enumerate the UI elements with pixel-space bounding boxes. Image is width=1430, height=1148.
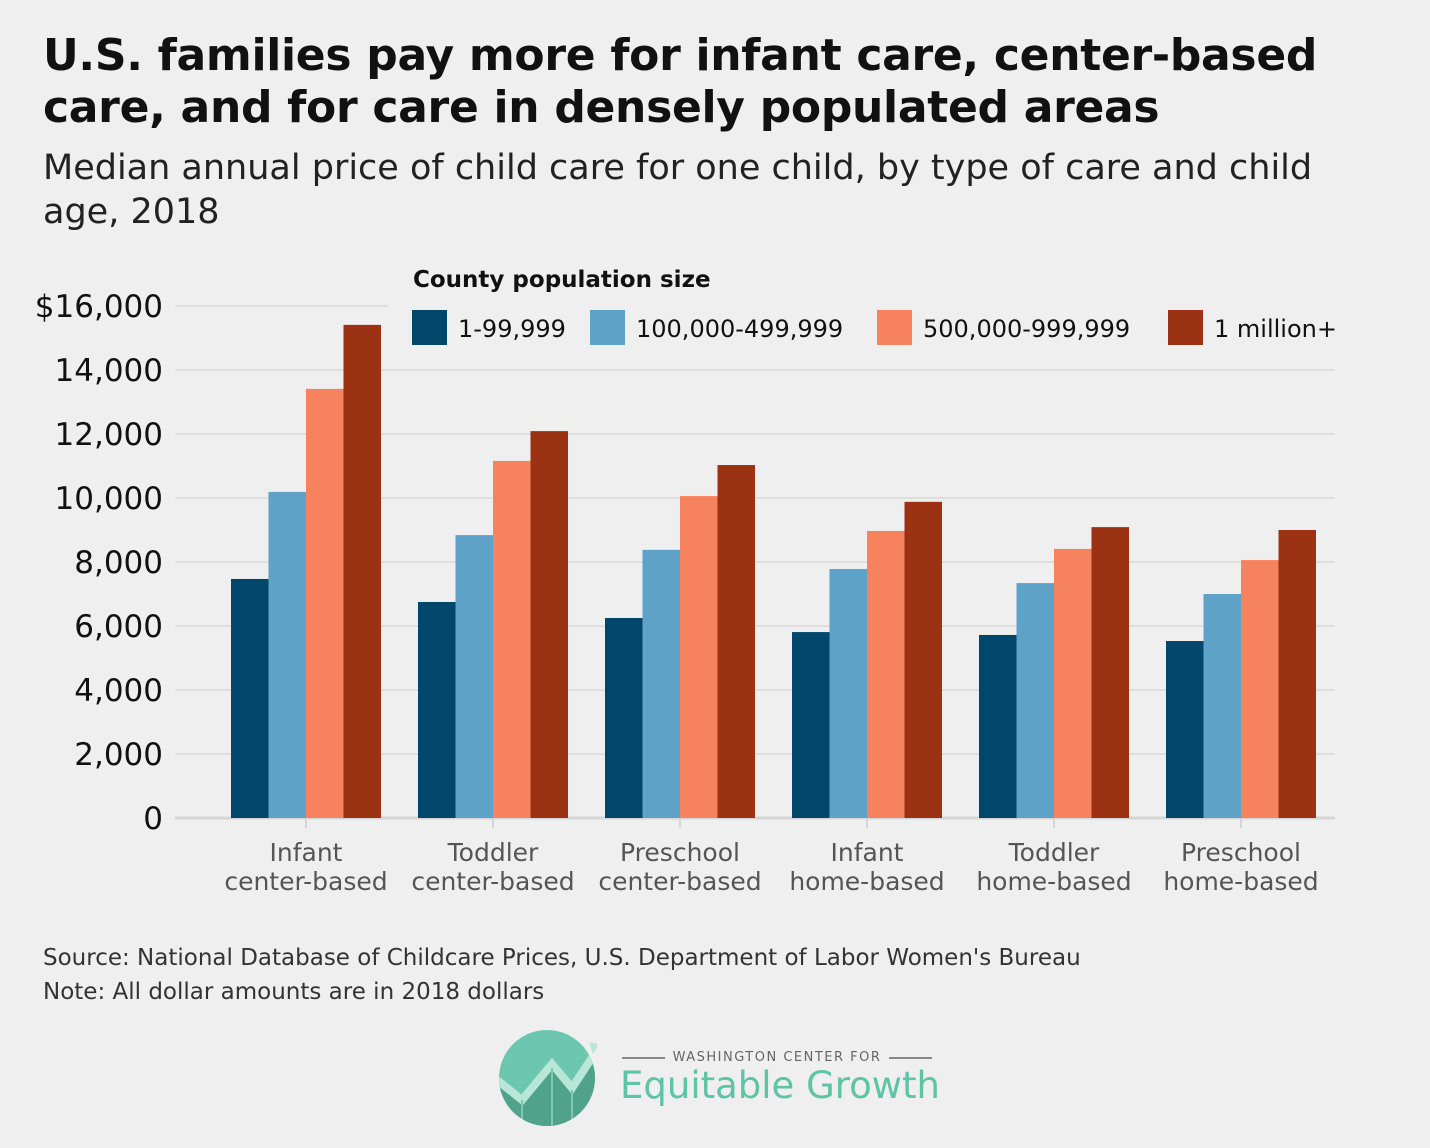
x-tick-label: home-based [976,867,1131,896]
bar [1241,560,1279,818]
bar [829,569,867,818]
bar [717,465,755,818]
y-tick-label: $16,000 [35,289,163,325]
legend-swatch [877,310,912,345]
legend-label: 1-99,999 [458,315,566,343]
y-tick-label: 4,000 [74,673,163,709]
bar [979,634,1017,818]
legend-swatch [590,310,625,345]
legend-swatch [1168,310,1203,345]
x-tick-label: Toddler [447,838,539,867]
logo-main-text: Equitable Growth [620,1064,940,1107]
bar-chart: 0 2,000 4,000 6,000 8,000 10,000 12,000 14,000 $… [35,267,1337,896]
equitable-growth-logo-icon [499,1030,597,1126]
bar [493,460,531,818]
bar [530,431,568,818]
source-note: Source: National Database of Childcare P… [43,945,1081,971]
bar [867,530,905,818]
x-tick-label: home-based [789,867,944,896]
bar [231,578,269,818]
y-tick-label: 14,000 [55,353,163,389]
y-tick-label: 12,000 [55,417,163,453]
bar [1203,594,1241,818]
bar [418,602,456,818]
x-tick-label: Preschool [620,838,740,867]
legend-title: County population size [413,267,711,293]
y-tick-label: 0 [143,801,163,837]
bar [306,388,344,818]
logo-top-text: WASHINGTON CENTER FOR [622,1050,932,1065]
bar [1278,530,1316,818]
bar [1054,548,1092,818]
chart-title: U.S. families pay more for infant care, … [43,30,1318,133]
bar [455,535,493,818]
x-tick-label: center-based [598,867,761,896]
bar [605,618,643,818]
x-tick-label: home-based [1163,867,1318,896]
legend-label: 1 million+ [1214,315,1337,343]
x-tick-label: center-based [411,867,574,896]
legend-label: 500,000-999,999 [923,315,1130,343]
bar [1016,583,1054,818]
bar [642,549,680,818]
bar [343,324,381,818]
chart-subtitle: Median annual price of child care for on… [43,148,1313,232]
bar [268,491,306,818]
legend-label: 100,000-499,999 [636,315,843,343]
x-tick-label: Infant [270,838,343,867]
y-tick-label: 6,000 [74,609,163,645]
bar [1091,527,1129,818]
x-tick-label: center-based [224,867,387,896]
bar [1166,641,1204,818]
bar [792,632,830,818]
x-tick-label: Preschool [1181,838,1301,867]
x-tick-label: Toddler [1008,838,1100,867]
y-tick-label: 8,000 [74,545,163,581]
y-tick-label: 10,000 [55,481,163,517]
bar [904,501,942,818]
dollar-note: Note: All dollar amounts are in 2018 dol… [43,979,545,1005]
legend-swatch [412,310,447,345]
bar [680,496,718,818]
logo-top-label: WASHINGTON CENTER FOR [672,1050,882,1065]
x-tick-label: Infant [831,838,904,867]
y-tick-label: 2,000 [74,737,163,773]
